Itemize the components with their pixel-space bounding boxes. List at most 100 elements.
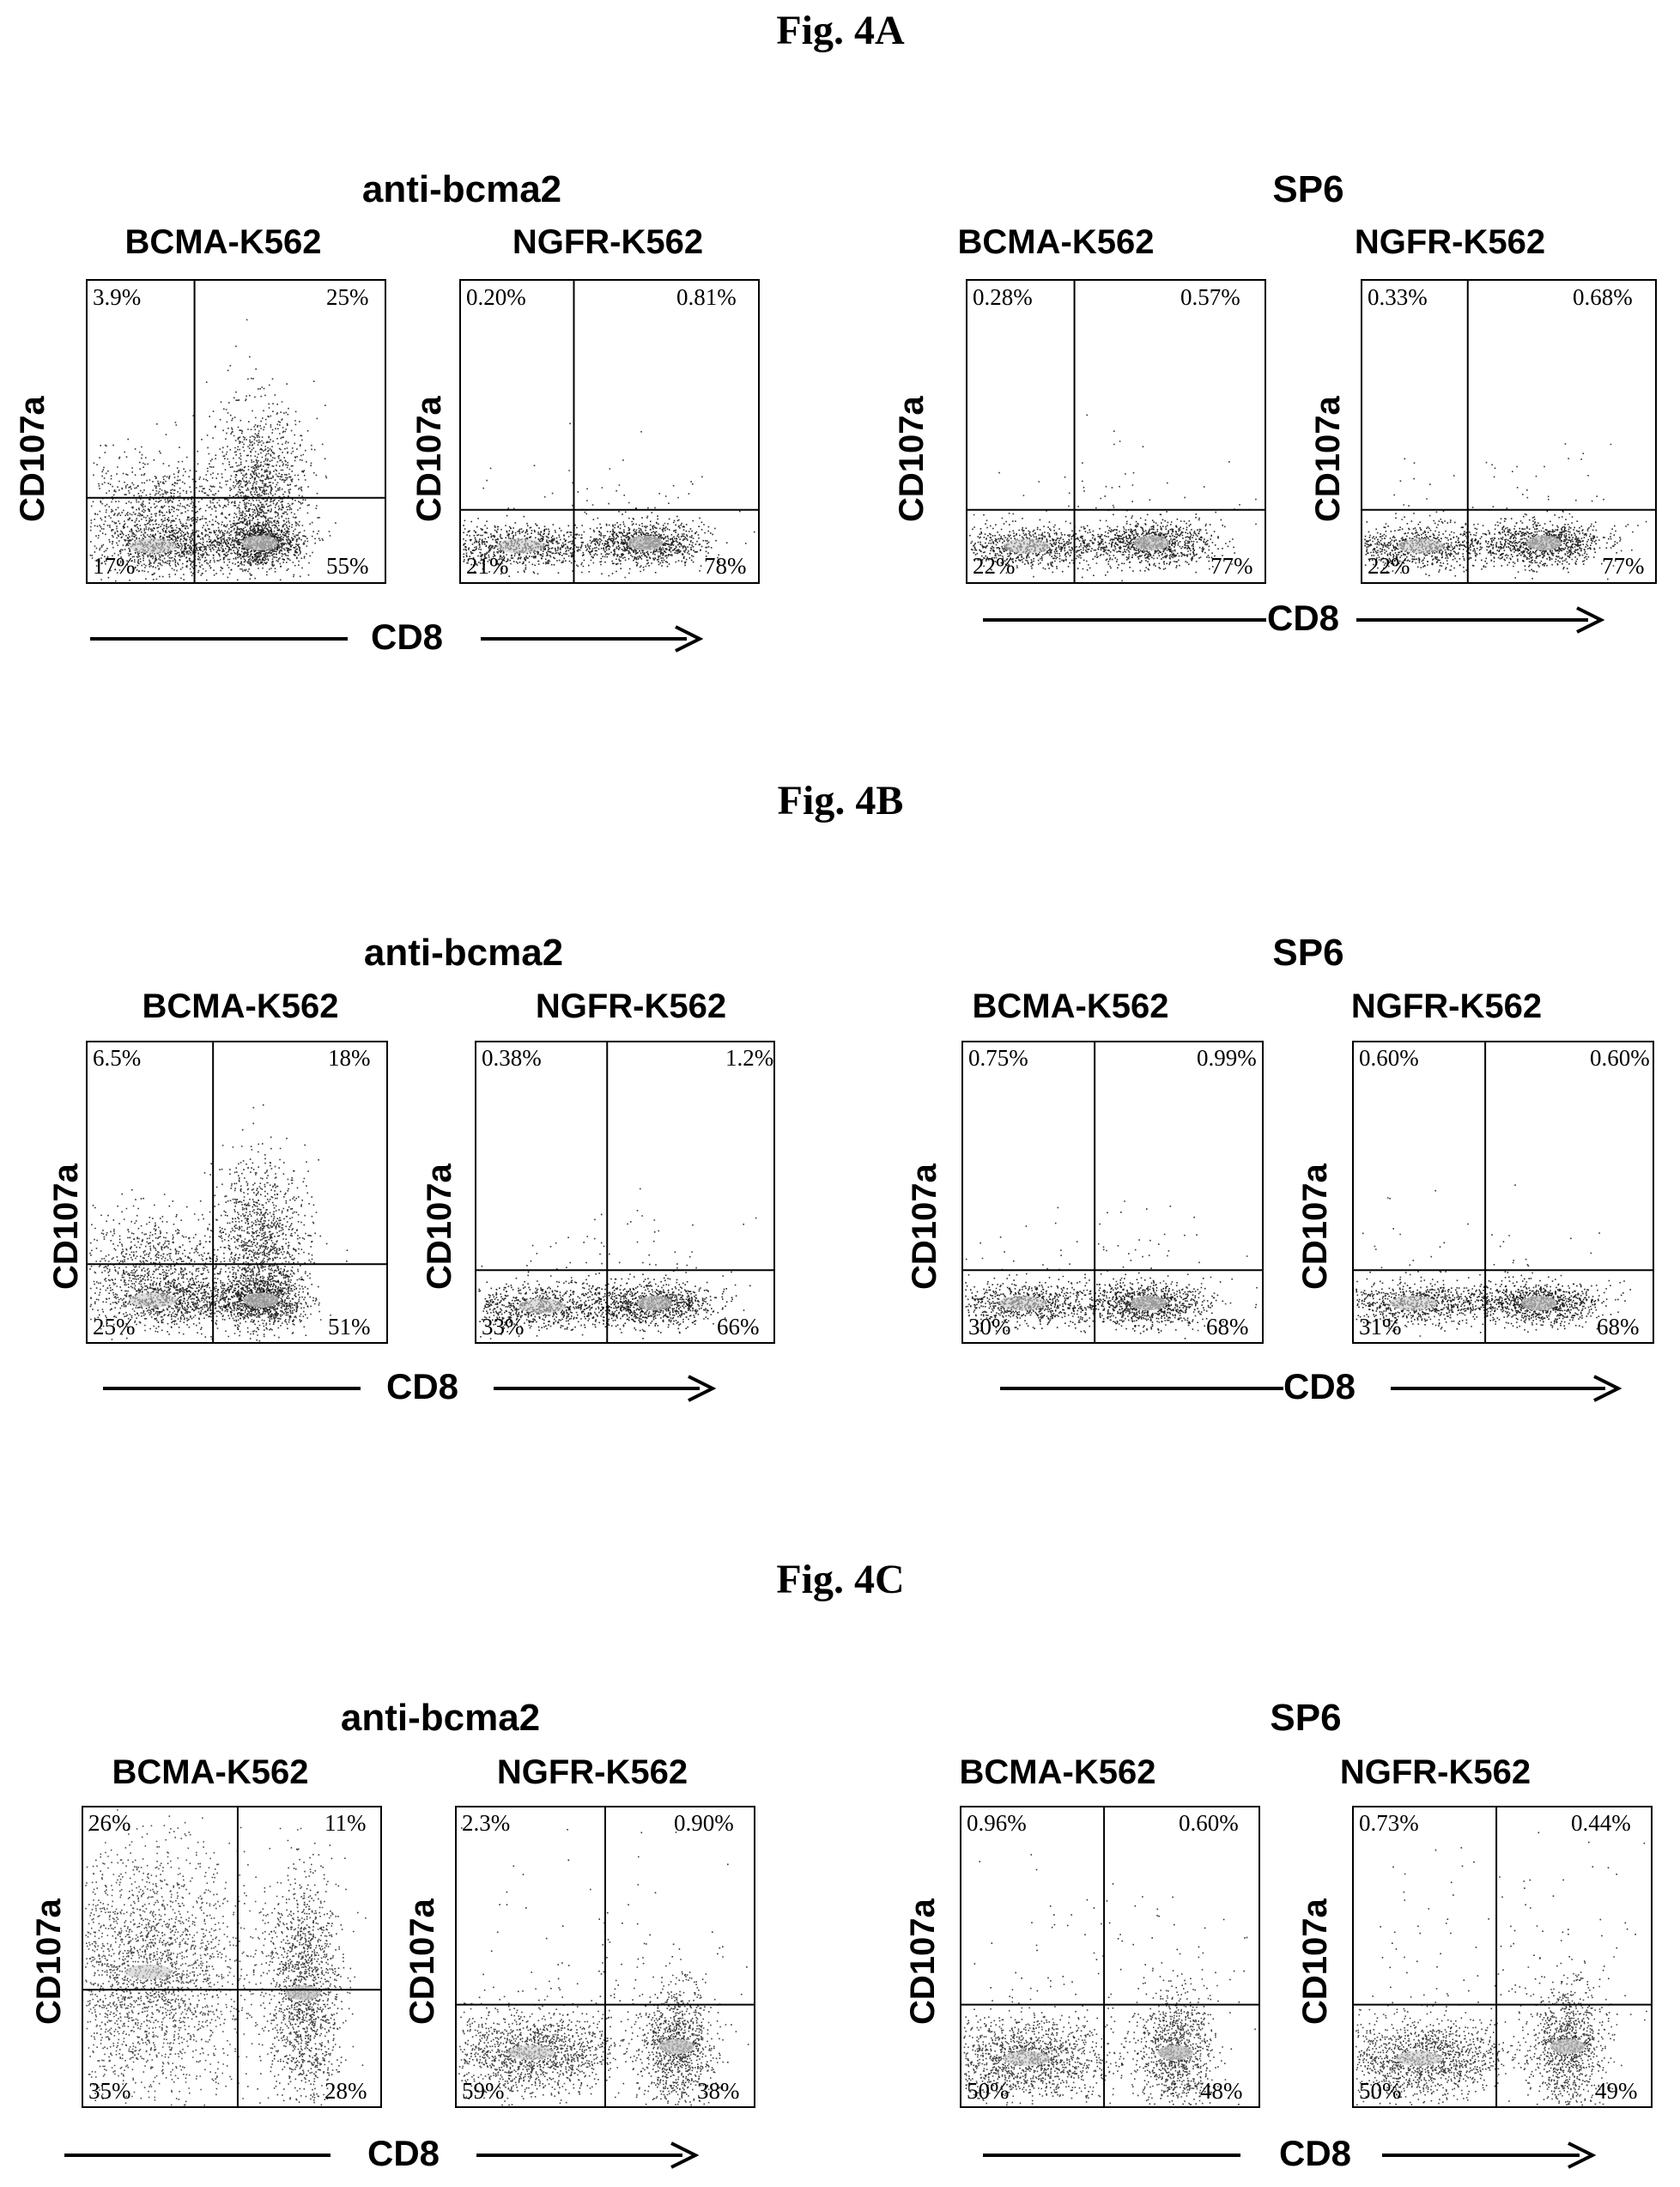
quadrant-ur: 0.81%: [676, 284, 737, 310]
panel-title: NGFR-K562: [512, 223, 704, 261]
x-axis-line: [983, 2154, 1240, 2157]
quadrant-ll: 21%: [466, 553, 509, 579]
scatter-plot: [461, 281, 758, 582]
flow-plot: [1352, 1806, 1653, 2108]
y-axis-label: CD107a: [14, 396, 52, 522]
quadrant-lr: 77%: [1602, 553, 1645, 579]
x-axis-label: CD8: [1283, 1366, 1356, 1406]
x-axis-arrow-line: [1382, 2154, 1580, 2157]
quadrant-ll: 35%: [88, 2078, 131, 2104]
x-axis-line: [103, 1387, 361, 1390]
quadrant-ur: 0.99%: [1197, 1045, 1257, 1071]
quadrant-ll: 17%: [93, 553, 136, 579]
quadrant-lr: 78%: [704, 553, 747, 579]
y-axis-label: CD107a: [1309, 396, 1347, 522]
group-title: anti-bcma2: [340, 1697, 541, 1739]
quadrant-ul: 26%: [88, 1810, 131, 1836]
panel-title: BCMA-K562: [124, 223, 322, 261]
scatter-plot: [88, 1042, 386, 1342]
quadrant-ur: 0.68%: [1573, 284, 1633, 310]
y-axis-label: CD107a: [906, 1163, 943, 1290]
flow-plot: [82, 1806, 382, 2108]
panel-title: BCMA-K562: [112, 1753, 309, 1791]
quadrant-ll: 33%: [482, 1314, 525, 1340]
quadrant-ul: 6.5%: [93, 1045, 142, 1071]
flow-plot: [1352, 1041, 1654, 1344]
quadrant-lr: 66%: [717, 1314, 760, 1340]
flow-plot: [1361, 279, 1657, 584]
quadrant-ul: 0.60%: [1359, 1045, 1419, 1071]
panel-title: BCMA-K562: [959, 1753, 1156, 1791]
quadrant-ur: 0.57%: [1180, 284, 1240, 310]
quadrant-ll: 31%: [1359, 1314, 1402, 1340]
flow-plot: [455, 1806, 755, 2108]
panel-title: NGFR-K562: [1339, 1753, 1531, 1791]
flow-plot: [960, 1806, 1260, 2108]
quadrant-ll: 22%: [973, 553, 1016, 579]
x-axis-line: [90, 637, 348, 641]
flow-plot: [961, 1041, 1264, 1344]
quadrant-lr: 68%: [1597, 1314, 1640, 1340]
flow-plot: [86, 279, 386, 584]
quadrant-lr: 51%: [328, 1314, 371, 1340]
quadrant-ll: 50%: [1359, 2078, 1402, 2104]
scatter-plot: [1362, 281, 1655, 582]
quadrant-ur: 0.60%: [1590, 1045, 1650, 1071]
quadrant-ur: 1.2%: [725, 1045, 774, 1071]
quadrant-ul: 0.75%: [968, 1045, 1028, 1071]
x-axis-arrow-line: [481, 637, 687, 641]
flow-plot: [966, 279, 1266, 584]
figure-title-4c: Fig. 4C: [776, 1557, 905, 1602]
y-axis-label: CD107a: [410, 396, 448, 522]
scatter-plot: [457, 1807, 754, 2106]
quadrant-ll: 22%: [1368, 553, 1410, 579]
panel-title: NGFR-K562: [1354, 223, 1546, 261]
y-axis-label: CD107a: [893, 396, 931, 522]
x-axis-label: CD8: [386, 1366, 459, 1406]
quadrant-lr: 38%: [697, 2078, 740, 2104]
group-title: anti-bcma2: [361, 168, 562, 210]
y-axis-label: CD107a: [1296, 1898, 1334, 2025]
y-axis-label: CD107a: [1296, 1163, 1334, 1290]
y-axis-label: CD107a: [421, 1163, 458, 1290]
quadrant-lr: 68%: [1206, 1314, 1249, 1340]
quadrant-ll: 30%: [968, 1314, 1011, 1340]
quadrant-lr: 49%: [1595, 2078, 1638, 2104]
quadrant-lr: 77%: [1210, 553, 1253, 579]
quadrant-ul: 0.73%: [1359, 1810, 1419, 1836]
x-axis-arrow-line: [1356, 618, 1588, 622]
panel-title: NGFR-K562: [535, 987, 727, 1025]
group-title: SP6: [1272, 932, 1344, 974]
quadrant-ur: 11%: [324, 1810, 367, 1836]
panel-title: NGFR-K562: [1350, 987, 1543, 1025]
x-axis-arrow-line: [476, 2154, 682, 2157]
scatter-plot: [967, 281, 1265, 582]
panel-title: BCMA-K562: [972, 987, 1169, 1025]
quadrant-ur: 0.90%: [674, 1810, 734, 1836]
flow-plot: [86, 1041, 388, 1344]
quadrant-ul: 2.3%: [462, 1810, 511, 1836]
scatter-plot: [963, 1042, 1262, 1342]
quadrant-lr: 28%: [324, 2078, 367, 2104]
scatter-plot: [88, 281, 385, 582]
quadrant-ur: 0.60%: [1179, 1810, 1239, 1836]
quadrant-ul: 0.33%: [1368, 284, 1428, 310]
group-title: anti-bcma2: [363, 932, 564, 974]
quadrant-ul: 0.96%: [967, 1810, 1027, 1836]
quadrant-ur: 25%: [326, 284, 369, 310]
group-title: SP6: [1272, 168, 1344, 210]
quadrant-ul: 0.28%: [973, 284, 1033, 310]
quadrant-ur: 18%: [328, 1045, 371, 1071]
y-axis-label: CD107a: [904, 1898, 942, 2025]
scatter-plot: [476, 1042, 773, 1342]
x-axis-label: CD8: [1267, 598, 1340, 638]
y-axis-label: CD107a: [403, 1898, 441, 2025]
quadrant-lr: 55%: [326, 553, 369, 579]
quadrant-ll: 50%: [967, 2078, 1010, 2104]
scatter-plot: [961, 1807, 1258, 2106]
quadrant-ul: 3.9%: [93, 284, 142, 310]
panel-title: BCMA-K562: [142, 987, 339, 1025]
flow-plot: [475, 1041, 775, 1344]
figure-title-4b: Fig. 4B: [777, 778, 904, 823]
quadrant-ll: 25%: [93, 1314, 136, 1340]
